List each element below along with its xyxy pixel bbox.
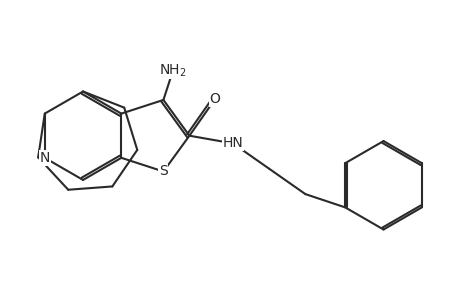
Text: S: S	[159, 164, 168, 178]
Text: NH$_2$: NH$_2$	[159, 62, 186, 79]
Text: HN: HN	[222, 136, 243, 150]
Text: N: N	[39, 151, 50, 165]
Text: O: O	[209, 92, 220, 106]
